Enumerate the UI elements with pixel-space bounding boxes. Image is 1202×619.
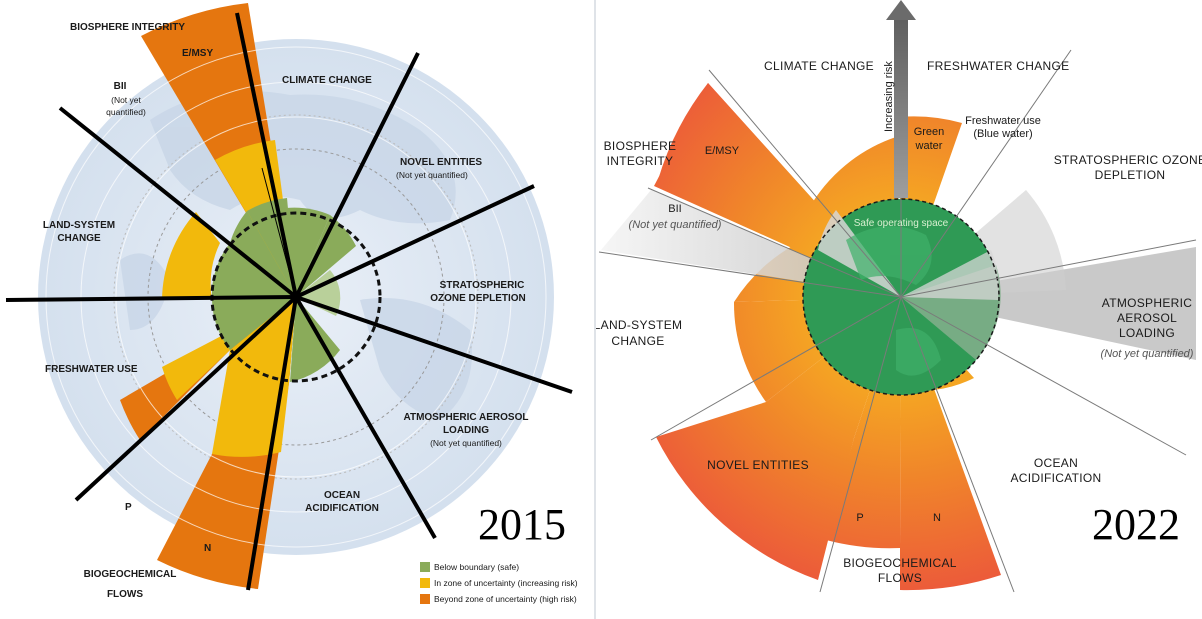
- label-novel-note: (Not yet quantified): [396, 170, 468, 180]
- label-bii-note: (Not yet quantified): [629, 219, 722, 231]
- wedge-land-green: [211, 243, 296, 300]
- label-freshwater-use: FRESHWATER USE: [45, 364, 138, 375]
- label-green-1: Green: [914, 126, 945, 138]
- legend-text-high: Beyond zone of uncertainty (high risk): [434, 594, 577, 604]
- label-aerosol-1: ATMOSPHERIC: [1102, 296, 1192, 310]
- label-aerosol-note: (Not yet quantified): [1101, 348, 1194, 360]
- label-n: N: [933, 512, 941, 524]
- label-p: P: [856, 512, 863, 524]
- label-n: N: [204, 543, 211, 554]
- wedge-ocean: [290, 297, 340, 382]
- panel-2015: BIOSPHERE INTEGRITY E/MSY BII (Not yet q…: [0, 0, 594, 619]
- legend-swatch-uncertain: [420, 578, 430, 588]
- label-ocean-2: ACIDIFICATION: [1010, 471, 1101, 485]
- wedges-2015: [120, 3, 356, 589]
- label-ozone-2: OZONE DEPLETION: [430, 293, 526, 304]
- wedge-aerosol: [901, 247, 1196, 360]
- safe-boundary-circle-2022: [802, 198, 1000, 396]
- label-bii-note-1: (Not yet: [111, 95, 141, 105]
- legend-text-safe: Below boundary (safe): [434, 562, 519, 572]
- label-p: P: [125, 502, 132, 513]
- wedge-climate-green: [252, 207, 330, 297]
- label-aerosol-2: AEROSOL: [1117, 311, 1177, 325]
- label-emsy: E/MSY: [182, 48, 213, 59]
- label-novel-entities: NOVEL ENTITIES: [707, 458, 809, 472]
- label-ocean-1: OCEAN: [1034, 456, 1078, 470]
- label-emsy: E/MSY: [705, 145, 740, 157]
- label-biosphere-integrity: BIOSPHERE INTEGRITY: [70, 22, 185, 33]
- legend-2015: Below boundary (safe) In zone of uncerta…: [420, 562, 578, 604]
- legend-swatch-high: [420, 594, 430, 604]
- diagram-2022: Increasing risk Safe operating space CLI…: [596, 0, 1202, 593]
- label-green-2: water: [915, 140, 943, 152]
- label-blue-2: (Blue water): [973, 128, 1032, 140]
- continent-shapes-2022: [846, 226, 941, 376]
- label-increasing-risk: Increasing risk: [883, 61, 895, 132]
- legend-text-uncertain: In zone of uncertainty (increasing risk): [434, 578, 578, 588]
- year-2022: 2022: [1092, 500, 1180, 549]
- label-ocean-2: ACIDIFICATION: [305, 503, 379, 514]
- label-aerosol-3: LOADING: [1119, 326, 1175, 340]
- label-novel-entities: NOVEL ENTITIES: [400, 157, 482, 168]
- label-aerosol-2: LOADING: [443, 425, 489, 436]
- label-ocean-1: OCEAN: [324, 490, 360, 501]
- increasing-risk-arrow: [886, 0, 916, 198]
- label-biogeochemical-1: BIOGEOCHEMICAL: [84, 569, 177, 580]
- diagram-2015: BIOSPHERE INTEGRITY E/MSY BII (Not yet q…: [5, 3, 578, 604]
- wedge-freshwater: [212, 297, 296, 350]
- legend-swatch-safe: [420, 562, 430, 572]
- label-land-system-2: CHANGE: [611, 334, 664, 348]
- label-ozone-1: STRATOSPHERIC: [440, 280, 525, 291]
- label-land-system-2: CHANGE: [57, 233, 101, 244]
- label-bii: BII: [668, 203, 681, 215]
- panel-divider: [594, 0, 596, 619]
- label-aerosol-1: ATMOSPHERIC AEROSOL: [403, 412, 528, 423]
- label-bii-note-2: quantified): [106, 107, 146, 117]
- label-ozone-2: DEPLETION: [1095, 168, 1166, 182]
- label-biosphere-2: INTEGRITY: [607, 154, 674, 168]
- wedge-land-yellow: [162, 212, 296, 300]
- label-land-system-1: LAND-SYSTEM: [596, 318, 682, 332]
- label-aerosol-note: (Not yet quantified): [430, 438, 502, 448]
- label-land-system-1: LAND-SYSTEM: [43, 220, 115, 231]
- label-safe-operating-space: Safe operating space: [854, 218, 949, 229]
- label-bii: BII: [114, 81, 127, 92]
- label-biogeochemical-2: FLOWS: [107, 589, 143, 600]
- spokes-2015: [5, 12, 573, 591]
- label-ozone-1: STRATOSPHERIC OZONE: [1054, 153, 1202, 167]
- label-biosphere-1: BIOSPHERE: [604, 139, 677, 153]
- label-climate-change: CLIMATE CHANGE: [764, 59, 874, 73]
- label-climate-change: CLIMATE CHANGE: [282, 75, 372, 86]
- panel-2022: Increasing risk Safe operating space CLI…: [596, 0, 1202, 619]
- label-freshwater-change: FRESHWATER CHANGE: [927, 59, 1069, 73]
- label-blue-1: Freshwater use: [965, 115, 1041, 127]
- label-biogeochemical-2: FLOWS: [878, 571, 922, 585]
- label-biogeochemical-1: BIOGEOCHEMICAL: [843, 556, 957, 570]
- year-2015: 2015: [478, 500, 566, 549]
